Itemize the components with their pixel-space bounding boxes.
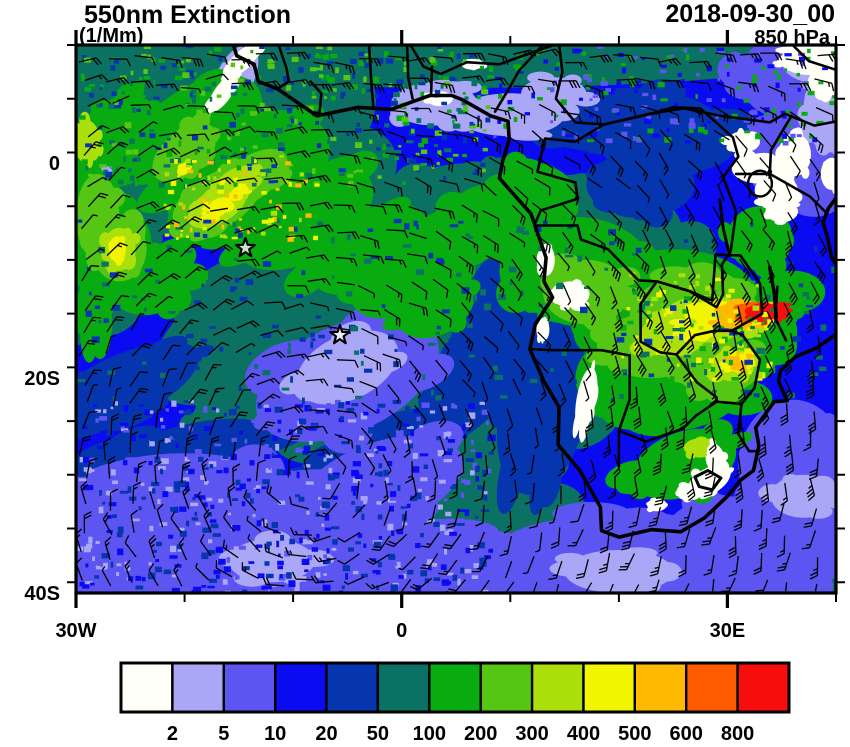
country-border bbox=[429, 65, 434, 97]
plot-level: 850 hPa bbox=[754, 27, 830, 49]
colorbar-cell bbox=[582, 661, 637, 714]
map-lines-layer bbox=[231, 45, 836, 539]
colorbar-label: 50 bbox=[367, 723, 389, 745]
colorbar-label: 500 bbox=[618, 723, 651, 745]
x-axis-label: 30W bbox=[55, 620, 96, 642]
field-blob bbox=[758, 474, 836, 519]
country-border bbox=[493, 45, 545, 113]
wind-barb-staffs bbox=[76, 48, 836, 593]
colorbar-label: 5 bbox=[218, 723, 229, 745]
country-border bbox=[309, 80, 323, 118]
lake-outline bbox=[746, 169, 774, 198]
plot-title: 550nm Extinction bbox=[84, 1, 291, 29]
field-speckles bbox=[78, 399, 495, 593]
colorbar-cell bbox=[685, 661, 739, 714]
y-axis-label: 0 bbox=[49, 153, 60, 175]
colorbar-cell bbox=[119, 661, 174, 714]
star-marker bbox=[329, 324, 351, 345]
colorbar-label: 200 bbox=[464, 723, 497, 745]
colorbar-cell bbox=[376, 661, 431, 714]
colorbar-label: 100 bbox=[413, 723, 446, 745]
colorbar-label: 300 bbox=[515, 723, 548, 745]
country-border bbox=[791, 45, 836, 72]
country-border bbox=[617, 353, 718, 443]
x-axis-label: 30E bbox=[710, 620, 746, 642]
x-axis-label: 0 bbox=[396, 620, 407, 642]
colorbar-cell bbox=[479, 661, 534, 714]
colorbar-cell bbox=[325, 661, 380, 714]
country-border bbox=[639, 253, 764, 356]
colorbar-cell bbox=[633, 661, 688, 714]
country-border bbox=[367, 45, 375, 110]
lake bbox=[718, 198, 732, 258]
colorbar-cell bbox=[736, 661, 791, 714]
colorbar-label: 400 bbox=[567, 723, 600, 745]
country-border bbox=[737, 402, 761, 453]
field-speckles bbox=[78, 218, 836, 405]
colorbar-cell bbox=[530, 661, 585, 714]
colorbar-cell bbox=[222, 661, 277, 714]
field-speckles bbox=[76, 217, 836, 401]
field-speckles bbox=[173, 160, 312, 242]
colorbar: 2 5 10 20 50 100 200 300 400 500 600 800 bbox=[119, 661, 791, 745]
field-blob bbox=[534, 316, 550, 344]
country-border bbox=[554, 45, 836, 127]
country-border bbox=[405, 45, 414, 100]
y-axis-label: 40S bbox=[24, 583, 60, 605]
colorbar-cell bbox=[171, 661, 225, 714]
field-blob bbox=[199, 197, 235, 222]
map-frame bbox=[74, 43, 838, 595]
colorbar-label: 2 bbox=[167, 723, 178, 745]
colorbar-cell bbox=[428, 661, 482, 714]
country-border bbox=[617, 354, 631, 468]
plot-units-label: (1/Mm) bbox=[79, 25, 144, 47]
field-blob bbox=[763, 195, 801, 226]
field-speckles bbox=[494, 47, 836, 144]
colorbar-frame bbox=[119, 661, 791, 714]
major-ticks bbox=[74, 30, 729, 608]
colorbar-label: 20 bbox=[315, 723, 337, 745]
colorbar-label: 10 bbox=[264, 723, 286, 745]
country-border bbox=[693, 469, 723, 492]
coastline bbox=[821, 194, 836, 268]
country-border bbox=[532, 106, 740, 309]
field-blob bbox=[108, 236, 127, 266]
plot-datetime: 2018-09-30_00 bbox=[665, 0, 835, 28]
field-speckles bbox=[621, 277, 774, 382]
minor-ticks bbox=[67, 36, 845, 602]
country-border bbox=[275, 45, 291, 91]
lake bbox=[768, 265, 779, 319]
field-speckles bbox=[79, 401, 496, 593]
country-border bbox=[409, 45, 555, 76]
y-axis-label: 20S bbox=[24, 368, 60, 390]
colorbar-label: 800 bbox=[721, 723, 754, 745]
country-border bbox=[715, 329, 762, 406]
field-blob bbox=[391, 256, 481, 339]
colorbar-cell bbox=[274, 661, 328, 714]
map-field bbox=[76, 45, 836, 593]
star-marker bbox=[234, 237, 256, 258]
country-border bbox=[528, 347, 631, 357]
colorbar-label: 600 bbox=[670, 723, 703, 745]
country-border bbox=[768, 114, 793, 176]
